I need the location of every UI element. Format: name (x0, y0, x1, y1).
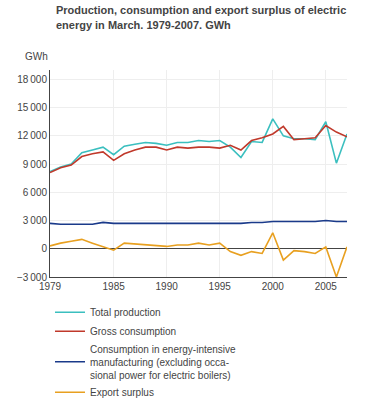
svg-text:9 000: 9 000 (23, 159, 48, 170)
svg-text:Gross consumption: Gross consumption (90, 326, 176, 337)
svg-text:6 000: 6 000 (23, 187, 48, 198)
svg-text:1979: 1979 (39, 281, 62, 292)
svg-text:GWh: GWh (25, 51, 48, 62)
svg-text:18 000: 18 000 (17, 74, 47, 85)
svg-text:3 000: 3 000 (23, 215, 48, 226)
svg-text:1995: 1995 (209, 281, 232, 292)
svg-text:0: 0 (41, 243, 47, 254)
svg-text:2000: 2000 (262, 281, 285, 292)
svg-text:Consumption in energy-intensiv: Consumption in energy-intensivemanufactu… (90, 344, 236, 381)
svg-text:−3 000: −3 000 (17, 272, 48, 283)
svg-text:Production, consumption and ex: Production, consumption and export surpl… (56, 4, 346, 30)
svg-text:2005: 2005 (315, 281, 338, 292)
svg-text:15 000: 15 000 (17, 102, 47, 113)
svg-text:Total production: Total production (90, 307, 161, 318)
svg-text:1985: 1985 (103, 281, 126, 292)
svg-text:12 000: 12 000 (17, 130, 47, 141)
svg-text:1990: 1990 (156, 281, 179, 292)
svg-text:Export surplus: Export surplus (90, 387, 154, 398)
